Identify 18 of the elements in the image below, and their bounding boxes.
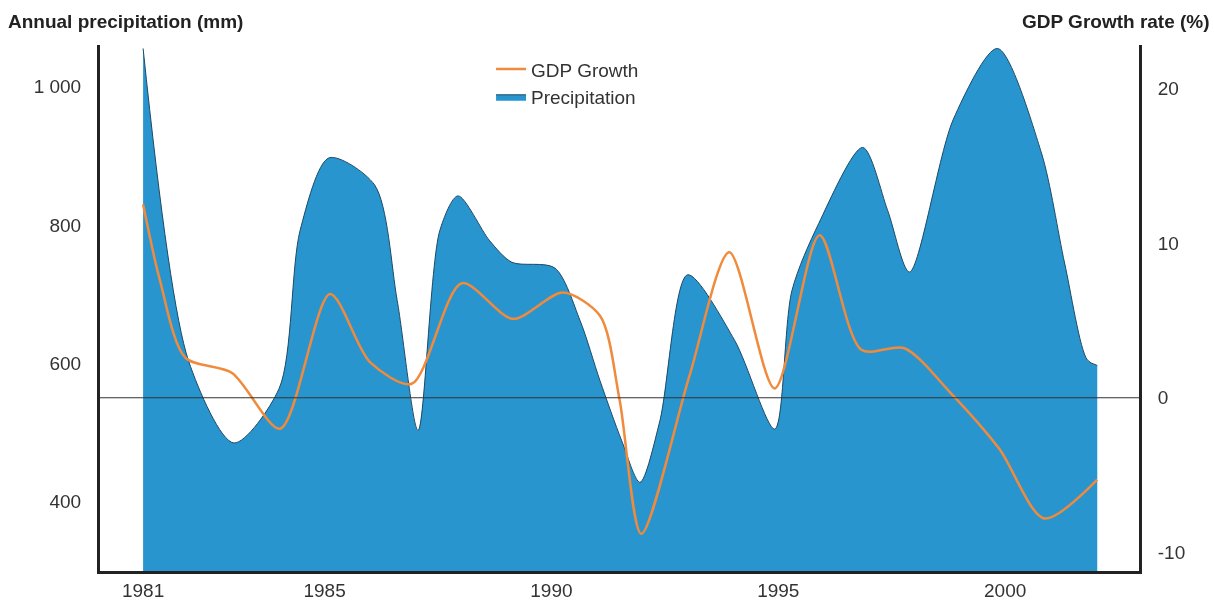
x-tick-label: 2000	[984, 579, 1027, 601]
legend-label: Precipitation	[531, 87, 636, 109]
y2-tick-label: 0	[1157, 387, 1169, 409]
y-tick-label: 600	[49, 353, 82, 375]
y2-axis-title: GDP Growth rate (%)	[1022, 11, 1210, 32]
y-axis-title: Annual precipitation (mm)	[8, 11, 244, 32]
x-tick-label: 1995	[757, 579, 800, 601]
y-tick-label: 800	[49, 214, 82, 236]
x-tick-label: 1990	[530, 579, 573, 601]
legend-label: GDP Growth	[531, 59, 639, 81]
y2-tick-label: 10	[1157, 232, 1179, 254]
line-series	[141, 203, 1099, 536]
y-tick-label: 1 000	[33, 76, 82, 98]
x-tick-label: 1985	[303, 579, 346, 601]
y2-tick-label: -10	[1157, 542, 1186, 564]
y-tick-label: 400	[49, 491, 82, 513]
y2-tick-label: 20	[1157, 77, 1179, 99]
x-tick-label: 1981	[121, 579, 165, 601]
